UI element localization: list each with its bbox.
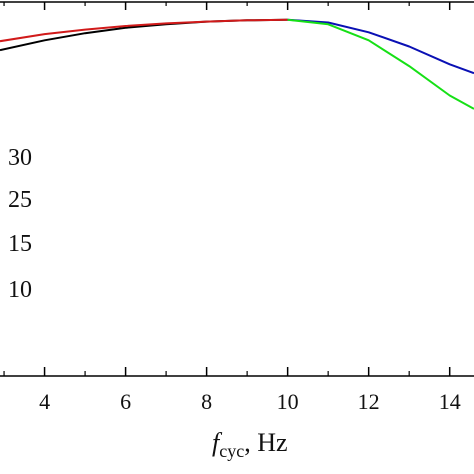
x-axis-title-unit: , Hz [244,428,287,457]
legend-label-4: 10 [8,277,32,303]
legend-label-2: 25 [8,187,32,213]
x-tick-label-8: 8 [201,389,212,414]
x-axis-title: fcyc, Hz [212,428,288,461]
series-layer [0,18,474,110]
legend-label-3: 15 [8,231,32,257]
x-tick-label-12: 12 [358,389,380,414]
series-line-2 [0,18,288,43]
x-axis-title-subscript: cyc [219,441,244,461]
series-line-4 [287,18,474,110]
x-tick-label-10: 10 [277,389,299,414]
x-axis-title-symbol: f [212,428,223,457]
series-line-3 [287,18,474,75]
x-tick-label-6: 6 [120,389,131,414]
x-tick-label-14: 14 [439,389,461,414]
x-ticks: 4 6 8 10 12 14 [3,2,461,414]
legend-label-1: 30 [8,145,32,171]
x-tick-label-4: 4 [39,389,50,414]
